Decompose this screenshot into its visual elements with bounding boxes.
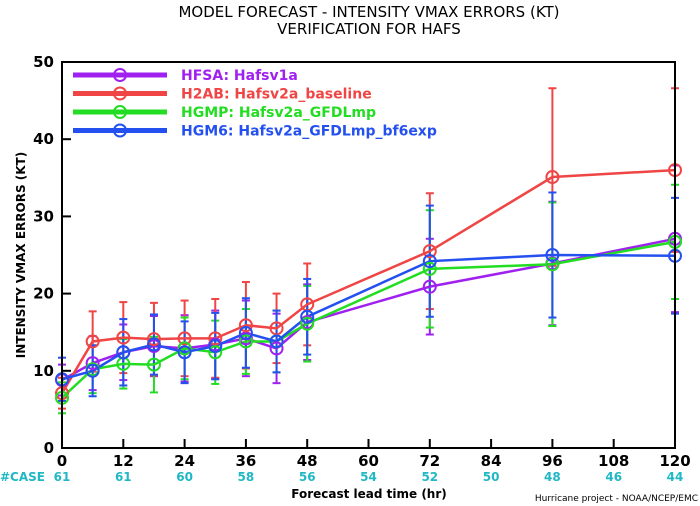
case-count: 60 bbox=[176, 470, 193, 484]
data-point bbox=[146, 332, 161, 347]
data-point bbox=[269, 341, 284, 356]
data-point bbox=[238, 334, 253, 349]
x-axis-label: Forecast lead time (hr) bbox=[291, 487, 447, 501]
y-tick-label: 50 bbox=[33, 53, 54, 71]
series-lines bbox=[60, 168, 676, 399]
case-count: 50 bbox=[483, 470, 500, 484]
x-tick-label: 84 bbox=[481, 452, 502, 470]
data-point bbox=[545, 257, 560, 272]
case-count: 52 bbox=[421, 470, 438, 484]
y-tick-label: 40 bbox=[33, 130, 54, 148]
x-tick-label: 48 bbox=[297, 452, 318, 470]
data-point bbox=[208, 345, 223, 360]
data-point bbox=[177, 345, 192, 360]
x-tick-label: 72 bbox=[419, 452, 440, 470]
data-point bbox=[545, 248, 560, 262]
data-point bbox=[116, 345, 131, 360]
chart-subtitle: VERIFICATION FOR HAFS bbox=[277, 20, 461, 38]
x-tick-label: 24 bbox=[174, 452, 195, 470]
data-point bbox=[300, 309, 315, 324]
x-tick-label: 120 bbox=[659, 452, 690, 470]
case-count: 56 bbox=[299, 470, 316, 484]
data-point bbox=[269, 334, 284, 349]
data-point bbox=[208, 331, 223, 346]
legend-label: HGMP: Hafsv2a_GFDLmp bbox=[181, 105, 376, 121]
case-count: 61 bbox=[54, 470, 71, 484]
data-point bbox=[269, 321, 284, 336]
data-point bbox=[146, 337, 161, 352]
data-point bbox=[238, 325, 253, 340]
data-point bbox=[300, 316, 315, 331]
data-point bbox=[85, 334, 100, 349]
legend-swatch-marker bbox=[113, 86, 127, 101]
x-tick-label: 0 bbox=[57, 452, 67, 470]
case-count: 58 bbox=[238, 470, 255, 484]
data-point bbox=[85, 363, 100, 378]
data-point bbox=[422, 254, 437, 269]
chart-title: MODEL FORECAST - INTENSITY VMAX ERRORS (… bbox=[178, 3, 559, 21]
x-tick-label: 60 bbox=[358, 452, 379, 470]
legend-label: HFSA: Hafsv1a bbox=[181, 68, 298, 84]
case-count: 48 bbox=[544, 470, 561, 484]
data-point bbox=[545, 170, 560, 185]
y-tick-label: 10 bbox=[33, 362, 54, 380]
data-point bbox=[116, 330, 131, 345]
case-label: #CASE bbox=[0, 470, 45, 484]
series-markers bbox=[55, 163, 682, 405]
data-point bbox=[177, 341, 192, 356]
case-counts-row: #CASE 61 61 60 58 56 54 52 50 48 46 44 bbox=[0, 470, 683, 484]
data-point bbox=[422, 244, 437, 259]
y-axis-label: INTENSITY VMAX ERRORS (KT) bbox=[14, 152, 28, 358]
data-point bbox=[238, 318, 253, 333]
case-count: 46 bbox=[605, 470, 622, 484]
y-axis-ticks: 0 10 20 30 40 50 bbox=[33, 53, 71, 457]
legend-label: HGM6: Hafsv2a_GFDLmp_bf6exp bbox=[181, 124, 437, 140]
data-point bbox=[208, 339, 223, 354]
data-point bbox=[177, 331, 192, 346]
data-point bbox=[422, 279, 437, 294]
legend-swatch-marker bbox=[113, 68, 127, 82]
x-tick-label: 108 bbox=[598, 452, 629, 470]
data-point bbox=[146, 357, 161, 372]
x-axis-ticks: 0 12 24 36 48 60 72 84 96 108 120 bbox=[57, 439, 691, 470]
legend-swatch-marker bbox=[113, 105, 127, 119]
legend-swatch-marker bbox=[113, 123, 127, 138]
legend-label: H2AB: Hafsv2a_baseline bbox=[181, 87, 372, 103]
x-tick-label: 12 bbox=[113, 452, 134, 470]
data-point bbox=[422, 261, 437, 276]
data-point bbox=[85, 356, 100, 371]
y-tick-label: 0 bbox=[44, 439, 54, 457]
legend: HFSA: Hafsv1a H2AB: Hafsv2a_baseline HGMP:… bbox=[73, 68, 437, 140]
x-tick-label: 96 bbox=[542, 452, 563, 470]
y-tick-label: 30 bbox=[33, 207, 54, 225]
y-tick-label: 20 bbox=[33, 285, 54, 303]
case-count: 54 bbox=[360, 470, 377, 484]
credit-text: Hurricane project - NOAA/NCEP/EMC bbox=[535, 494, 698, 504]
case-count: 44 bbox=[667, 470, 684, 484]
case-count: 61 bbox=[115, 470, 132, 484]
x-tick-label: 36 bbox=[235, 452, 256, 470]
